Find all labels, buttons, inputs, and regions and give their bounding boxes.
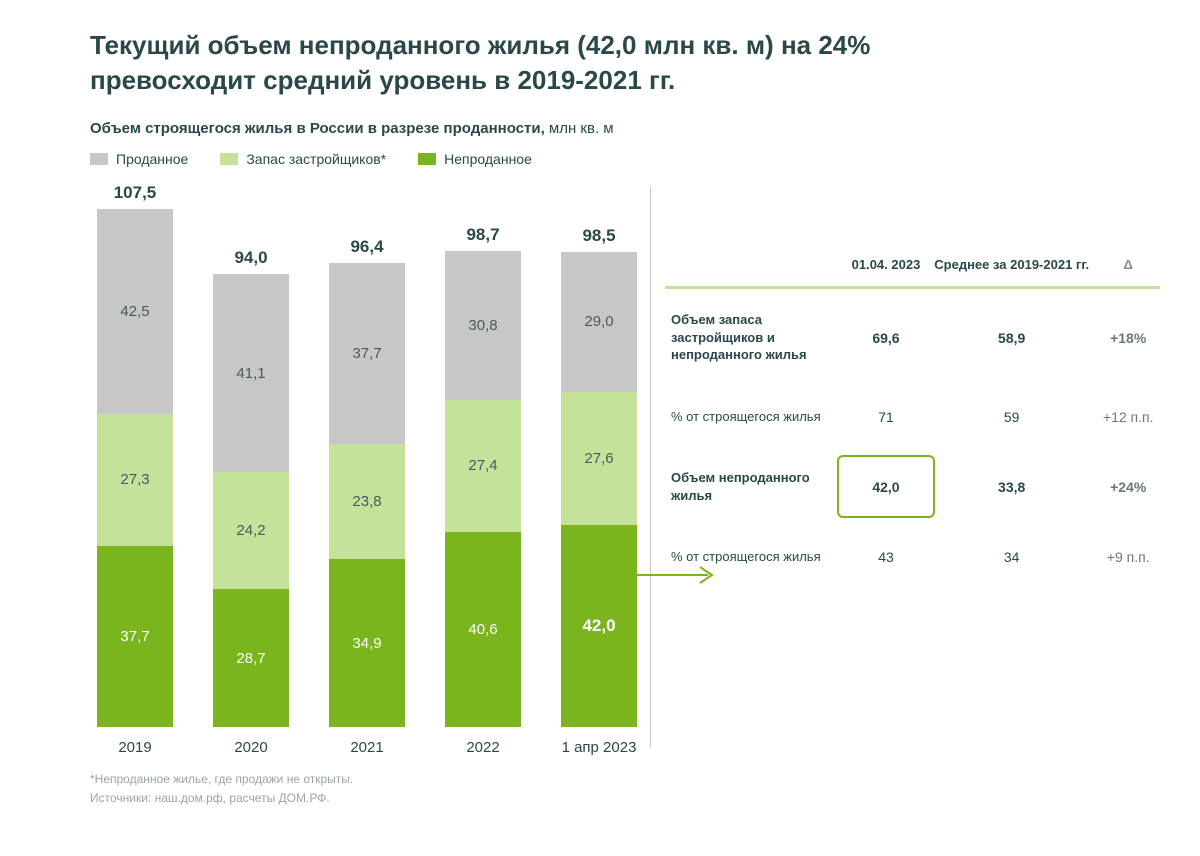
bar-segment-unsold: 28,7 [213, 589, 289, 727]
bar-segment-sold: 41,1 [213, 274, 289, 472]
comparison-table-area: 01.04. 2023Среднее за 2019-2021 гг.Δ Объе… [665, 197, 1160, 756]
table-row-label: Объем запаса застройщиков и непроданного… [665, 288, 845, 386]
x-axis-label: 1 апр 2023 [554, 739, 644, 756]
bars-row: 107,537,727,342,594,028,724,241,196,434,… [90, 197, 650, 727]
bar-total-label: 98,5 [582, 226, 615, 246]
table-row: Объем запаса застройщиков и непроданного… [665, 288, 1160, 386]
footnote-1: *Непроданное жилье, где продажи не откры… [90, 770, 1160, 789]
bar-stack: 37,727,342,5 [97, 209, 173, 727]
x-axis-label: 2021 [322, 739, 412, 756]
table-header: 01.04. 2023 [845, 247, 927, 288]
bar-stack: 28,724,241,1 [213, 274, 289, 727]
table-cell: 42,0 [845, 447, 927, 526]
table-row: Объем непроданного жилья42,033,8+24% [665, 447, 1160, 526]
bar-segment-unsold: 42,0 [561, 525, 637, 727]
bar-segment-sold: 29,0 [561, 252, 637, 392]
table-row: % от строящегося жилья7159+12 п.п. [665, 386, 1160, 448]
bar-total-label: 98,7 [466, 225, 499, 245]
bar-segment-stock: 23,8 [329, 444, 405, 559]
bar-total-label: 94,0 [234, 248, 267, 268]
bar-column: 98,542,027,629,0 [554, 252, 644, 727]
bar-total-label: 96,4 [350, 237, 383, 257]
table-cell: 33,8 [927, 447, 1096, 526]
table-row-label: Объем непроданного жилья [665, 447, 845, 526]
vertical-divider [650, 187, 651, 747]
chart-subtitle: Объем строящегося жилья в России в разре… [90, 120, 1160, 137]
chart-legend: Проданное Запас застройщиков* Непроданно… [90, 151, 1160, 167]
bar-segment-stock: 24,2 [213, 472, 289, 589]
comparison-table: 01.04. 2023Среднее за 2019-2021 гг.Δ Объе… [665, 247, 1160, 588]
table-row-label: % от строящегося жилья [665, 526, 845, 588]
bar-segment-sold: 30,8 [445, 251, 521, 399]
legend-swatch-sold [90, 153, 108, 165]
page-title: Текущий объем непроданного жилья (42,0 м… [90, 28, 950, 98]
subtitle-unit: млн кв. м [545, 120, 614, 137]
legend-swatch-stock [220, 153, 238, 165]
bar-column: 107,537,727,342,5 [90, 209, 180, 727]
bar-stack: 34,923,837,7 [329, 263, 405, 727]
legend-item-stock: Запас застройщиков* [220, 151, 386, 167]
bar-segment-stock: 27,4 [445, 400, 521, 532]
bar-total-label: 107,5 [114, 183, 157, 203]
bar-column: 94,028,724,241,1 [206, 274, 296, 727]
legend-item-sold: Проданное [90, 151, 188, 167]
table-header: Среднее за 2019-2021 гг. [927, 247, 1096, 288]
table-header: Δ [1096, 247, 1160, 288]
table-cell: 58,9 [927, 288, 1096, 386]
footnotes: *Непроданное жилье, где продажи не откры… [90, 770, 1160, 808]
table-header [665, 247, 845, 288]
bar-segment-stock: 27,6 [561, 392, 637, 525]
x-axis-labels: 2019 2020 2021 2022 1 апр 2023 [90, 739, 650, 756]
bar-segment-unsold: 37,7 [97, 546, 173, 728]
x-axis-label: 2019 [90, 739, 180, 756]
table-cell: 71 [845, 386, 927, 448]
table-cell-delta: +24% [1096, 447, 1160, 526]
bar-segment-sold: 37,7 [329, 263, 405, 445]
table-cell-delta: +9 п.п. [1096, 526, 1160, 588]
table-row-label: % от строящегося жилья [665, 386, 845, 448]
table-cell: 43 [845, 526, 927, 588]
bar-segment-unsold: 40,6 [445, 532, 521, 728]
table-row: % от строящегося жилья4334+9 п.п. [665, 526, 1160, 588]
table-cell: 34 [927, 526, 1096, 588]
subtitle-text: Объем строящегося жилья в России в разре… [90, 120, 545, 137]
table-cell: 69,6 [845, 288, 927, 386]
legend-label-sold: Проданное [116, 151, 188, 167]
legend-label-unsold: Непроданное [444, 151, 532, 167]
table-cell-delta: +18% [1096, 288, 1160, 386]
legend-label-stock: Запас застройщиков* [246, 151, 386, 167]
x-axis-label: 2022 [438, 739, 528, 756]
x-axis-label: 2020 [206, 739, 296, 756]
bar-segment-sold: 42,5 [97, 209, 173, 414]
legend-swatch-unsold [418, 153, 436, 165]
bar-stack: 42,027,629,0 [561, 252, 637, 727]
bar-segment-stock: 27,3 [97, 414, 173, 546]
footnote-2: Источники: наш.дом.рф, расчеты ДОМ.РФ. [90, 789, 1160, 808]
table-cell: 59 [927, 386, 1096, 448]
bar-segment-unsold: 34,9 [329, 559, 405, 727]
bar-column: 98,740,627,430,8 [438, 251, 528, 727]
legend-item-unsold: Непроданное [418, 151, 532, 167]
bar-column: 96,434,923,837,7 [322, 263, 412, 727]
bar-chart: 107,537,727,342,594,028,724,241,196,434,… [90, 197, 650, 756]
table-cell-delta: +12 п.п. [1096, 386, 1160, 448]
highlight-box [837, 455, 935, 518]
main-content: 107,537,727,342,594,028,724,241,196,434,… [90, 197, 1160, 756]
bar-stack: 40,627,430,8 [445, 251, 521, 727]
